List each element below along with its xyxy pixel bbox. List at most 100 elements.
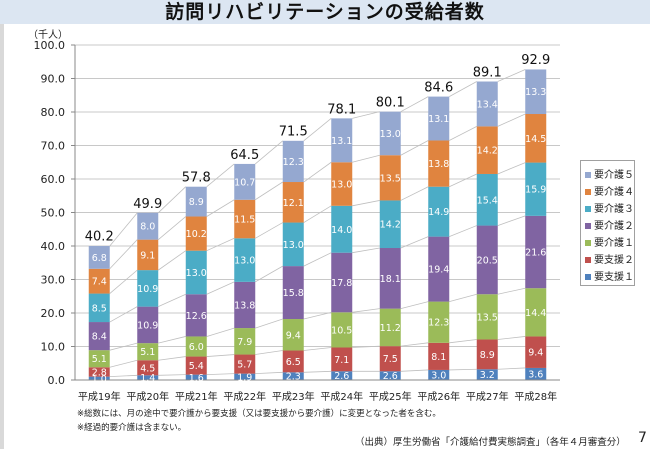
data-label: 2.6 <box>334 371 349 382</box>
series-connector-line <box>157 216 187 240</box>
bar-segment <box>185 374 207 380</box>
total-label: 57.8 <box>182 170 211 185</box>
series-connector-line <box>303 161 332 183</box>
data-label: 13.8 <box>428 159 449 170</box>
bar-segment <box>137 306 159 344</box>
series-connector-line <box>206 327 235 337</box>
data-label: 8.1 <box>431 352 446 363</box>
y-tick-label: 80.0 <box>41 106 66 119</box>
bar-segment <box>379 346 401 372</box>
data-label: 1.6 <box>189 373 204 384</box>
series-connector-line <box>352 345 380 348</box>
series-connector-line <box>206 237 235 252</box>
series-connector-line <box>109 306 138 323</box>
legend-label: 要介護５ <box>594 170 634 181</box>
series-connector-line <box>497 287 526 295</box>
legend-label: 要介護４ <box>594 187 634 198</box>
data-label: 4.5 <box>140 363 155 374</box>
bar-segment <box>525 367 547 380</box>
data-label: 13.4 <box>477 99 498 110</box>
data-label: 11.5 <box>234 215 255 226</box>
series-connector-line <box>497 162 526 175</box>
bar-segment <box>88 293 110 323</box>
data-label: 1.0 <box>92 374 107 385</box>
data-label: 14.0 <box>331 225 352 236</box>
series-connector-line <box>352 247 380 254</box>
series-connector-line <box>449 339 477 344</box>
labels: 0.0 10.0 20.0 30.0 40.0 50.0 60.0 70.0 80.0 90.0 1… <box>34 39 558 403</box>
series-connector-line <box>352 200 380 207</box>
y-tick-label: 30.0 <box>41 274 66 287</box>
data-label: 8.5 <box>92 303 107 314</box>
bar-segment <box>525 162 547 216</box>
y-tick-label: 40.0 <box>41 240 66 253</box>
data-label: 10.7 <box>234 177 255 188</box>
legend-swatch <box>585 172 591 178</box>
x-tick-label: 平成28年 <box>514 390 557 403</box>
data-label: 13.1 <box>331 136 352 147</box>
data-label: 12.1 <box>283 198 304 209</box>
x-tick-label: 平成19年 <box>78 390 121 403</box>
series-connector-line <box>400 140 429 156</box>
series-connector-line <box>158 356 186 361</box>
data-label: 13.5 <box>477 312 498 323</box>
series-connector-line <box>352 154 380 163</box>
legend-label: 要介護２ <box>594 221 634 232</box>
bar-segment <box>88 246 110 269</box>
series-connector-line <box>400 301 429 310</box>
bar-segment <box>185 186 207 217</box>
data-label: 3.2 <box>480 370 495 381</box>
bar-segment <box>137 239 159 271</box>
series-connector-line <box>254 140 284 165</box>
series-connector-line <box>255 181 283 201</box>
bar-segment <box>525 69 547 115</box>
bar-segment <box>379 308 401 347</box>
series-connector-line <box>109 239 138 270</box>
bar-segment <box>282 266 304 320</box>
series-connector-line <box>206 373 235 376</box>
legend-swatch <box>585 257 591 263</box>
data-label: 20.5 <box>477 255 498 266</box>
bar-segment <box>88 367 110 377</box>
bar-segment <box>234 354 256 374</box>
data-label: 2.8 <box>92 367 107 378</box>
data-label: 21.6 <box>525 248 546 259</box>
legend-label: 要支援１ <box>594 272 634 283</box>
bar-segment <box>428 140 450 187</box>
series-connector-line <box>206 354 235 357</box>
series-connector-line <box>206 163 235 188</box>
legend-swatch <box>585 240 591 246</box>
bar-segment <box>88 268 110 294</box>
legend-item: 要介護３ <box>585 200 634 215</box>
data-label: 7.4 <box>92 277 107 288</box>
connector-lines <box>109 69 526 378</box>
left-edge-border <box>0 24 4 449</box>
data-label: 5.4 <box>189 361 204 372</box>
data-label: 13.1 <box>428 114 449 125</box>
y-tick-label: 10.0 <box>41 341 66 354</box>
x-tick-label: 平成20年 <box>126 390 169 403</box>
x-tick-label: 平成22年 <box>223 390 266 403</box>
data-label: 13.5 <box>380 173 401 184</box>
bar-segment <box>428 369 450 380</box>
bar-segment <box>428 236 450 302</box>
footnote-2: ※経過的要介護は含まない。 <box>77 423 187 433</box>
bar-segment <box>137 360 159 376</box>
legend-item: 要介護５ <box>585 166 634 181</box>
bar-segment <box>428 342 450 370</box>
bar-segment <box>331 371 353 380</box>
bar-segment <box>88 322 110 351</box>
legend-swatch <box>585 189 591 195</box>
legend-swatch <box>585 223 591 229</box>
data-label: 10.5 <box>331 325 352 336</box>
data-label: 15.8 <box>283 288 304 299</box>
y-axis-unit-label: （千人） <box>28 30 68 41</box>
series-connector-line <box>158 374 186 376</box>
legend-swatch <box>585 206 591 212</box>
bar-segment <box>234 281 256 329</box>
x-tick-label: 平成27年 <box>466 390 509 403</box>
total-label: 64.5 <box>230 148 259 163</box>
total-label: 78.1 <box>327 102 356 117</box>
data-label: 13.3 <box>525 87 546 98</box>
series-connector-line <box>109 212 138 247</box>
